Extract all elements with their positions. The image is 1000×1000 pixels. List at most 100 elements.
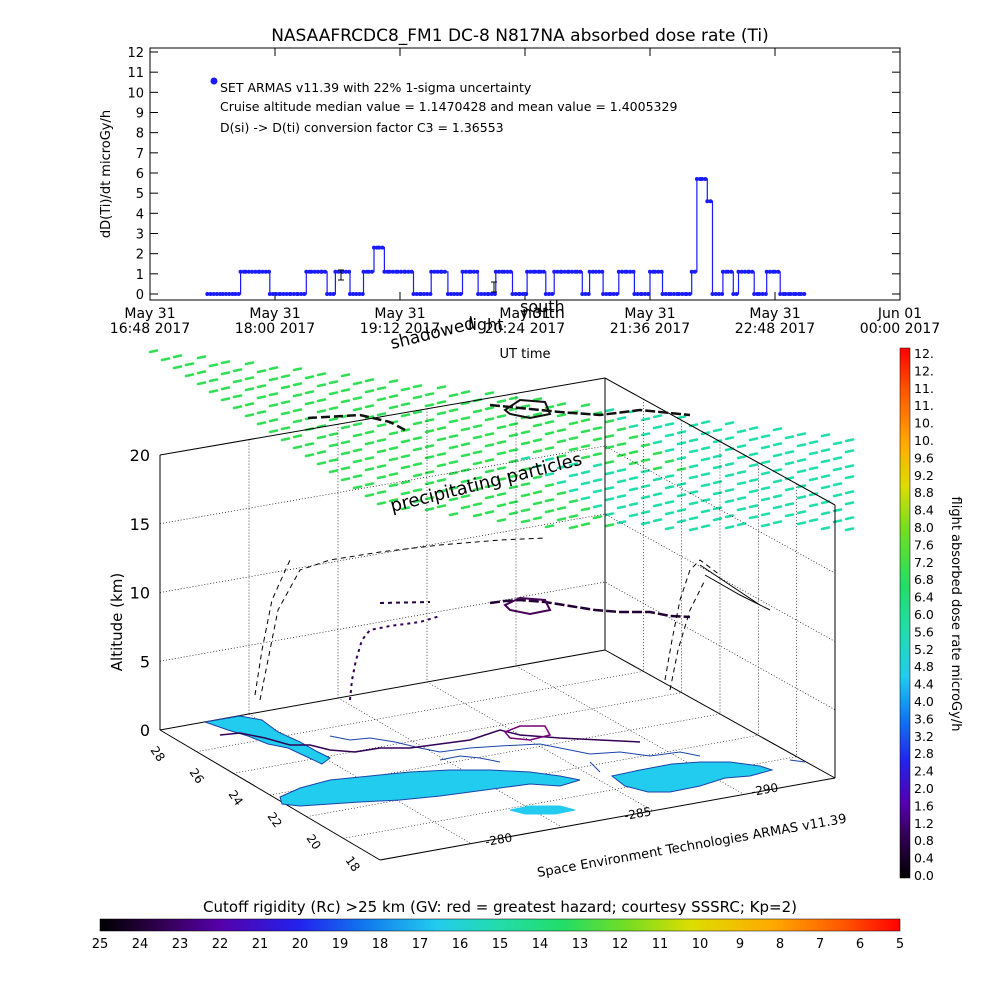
precip-marker — [568, 525, 579, 530]
rigidity-tick-label: 7 — [816, 937, 824, 952]
precip-marker — [676, 456, 687, 461]
series-line — [207, 178, 807, 295]
data-point — [608, 292, 613, 296]
data-point — [351, 292, 356, 296]
precip-marker — [232, 405, 243, 410]
data-point — [230, 292, 235, 296]
precip-marker — [616, 468, 627, 473]
data-point — [611, 292, 616, 296]
north-label: north — [522, 303, 565, 322]
dose-tick-label: 1.6 — [914, 798, 934, 813]
longitude-tick-label: -290 — [750, 780, 779, 799]
data-point — [528, 269, 533, 274]
precip-marker — [724, 525, 735, 530]
rigidity-tick-label: 11 — [652, 937, 669, 952]
precip-marker — [844, 475, 855, 480]
dose-tick-label: 7.6 — [914, 537, 934, 552]
dose-tick-label: 2.4 — [914, 764, 934, 779]
precip-marker — [652, 425, 663, 430]
y-tick-label: 3 — [136, 228, 144, 243]
precip-marker — [820, 459, 831, 464]
precip-marker — [292, 434, 303, 439]
rigidity-tick-label: 10 — [692, 937, 709, 952]
precip-marker — [592, 504, 603, 509]
precip-marker — [280, 426, 291, 431]
data-point — [653, 269, 658, 274]
precip-marker — [484, 484, 495, 489]
data-point — [713, 292, 718, 296]
precip-marker — [556, 465, 567, 470]
precip-marker — [808, 440, 819, 445]
precip-marker — [712, 439, 723, 444]
precip-marker — [472, 450, 483, 455]
precip-marker — [292, 393, 303, 398]
grid-line — [159, 581, 836, 711]
data-point — [505, 269, 510, 274]
data-point — [597, 269, 601, 274]
data-point — [778, 292, 783, 296]
precip-marker — [196, 381, 207, 386]
precip-marker — [808, 451, 819, 456]
precip-marker — [460, 479, 471, 484]
precip-marker — [580, 496, 591, 501]
data-point — [205, 292, 210, 296]
precip-marker — [544, 472, 555, 477]
latitude-tick-label: 18 — [343, 854, 363, 875]
data-point — [233, 292, 238, 296]
data-point — [616, 269, 621, 274]
precip-marker — [340, 373, 351, 378]
data-point — [639, 292, 644, 296]
data-point — [586, 292, 591, 296]
x-tick-day: May 31 — [374, 306, 425, 322]
precip-marker — [448, 512, 459, 517]
precip-marker — [376, 449, 387, 454]
precip-marker — [376, 438, 387, 443]
precip-marker — [604, 445, 615, 450]
precip-marker — [484, 469, 495, 474]
precip-marker — [772, 520, 783, 525]
data-point — [274, 292, 279, 296]
precip-marker — [616, 494, 627, 499]
precip-marker — [808, 492, 819, 497]
dose-tick-label: 7.2 — [914, 555, 934, 570]
data-point — [482, 292, 487, 296]
precip-marker — [328, 406, 339, 411]
precip-marker — [280, 385, 291, 390]
data-point — [369, 269, 374, 274]
precip-marker — [472, 476, 483, 481]
data-point — [360, 292, 365, 296]
precip-marker — [244, 402, 255, 407]
precip-marker — [184, 362, 195, 367]
data-point — [403, 269, 408, 274]
data-point — [260, 269, 265, 274]
data-point — [295, 292, 300, 296]
altitude-tick-label: 10 — [130, 584, 150, 603]
data-point — [211, 292, 216, 296]
data-point — [729, 269, 734, 274]
precip-marker — [736, 455, 747, 460]
precip-marker — [376, 423, 387, 428]
data-point — [659, 269, 664, 274]
data-point — [502, 269, 507, 274]
precip-marker — [760, 471, 771, 476]
data-point — [578, 269, 583, 274]
precip-marker — [304, 442, 315, 447]
precip-marker — [160, 357, 171, 362]
precip-marker — [820, 474, 831, 479]
land-florida — [204, 715, 331, 765]
precip-marker — [688, 475, 699, 480]
precip-marker — [724, 421, 735, 426]
precip-marker — [496, 414, 507, 419]
data-point — [328, 292, 333, 296]
precip-marker — [772, 468, 783, 473]
data-point — [372, 245, 376, 250]
precip-marker — [580, 481, 591, 486]
precipitating-particles-label: precipitating particles — [388, 449, 584, 517]
precip-marker — [652, 518, 663, 523]
data-point — [224, 292, 229, 296]
precip-marker — [520, 482, 531, 487]
precip-marker — [436, 385, 447, 390]
rigidity-tick-label: 25 — [92, 937, 109, 952]
precip-marker — [232, 379, 243, 384]
